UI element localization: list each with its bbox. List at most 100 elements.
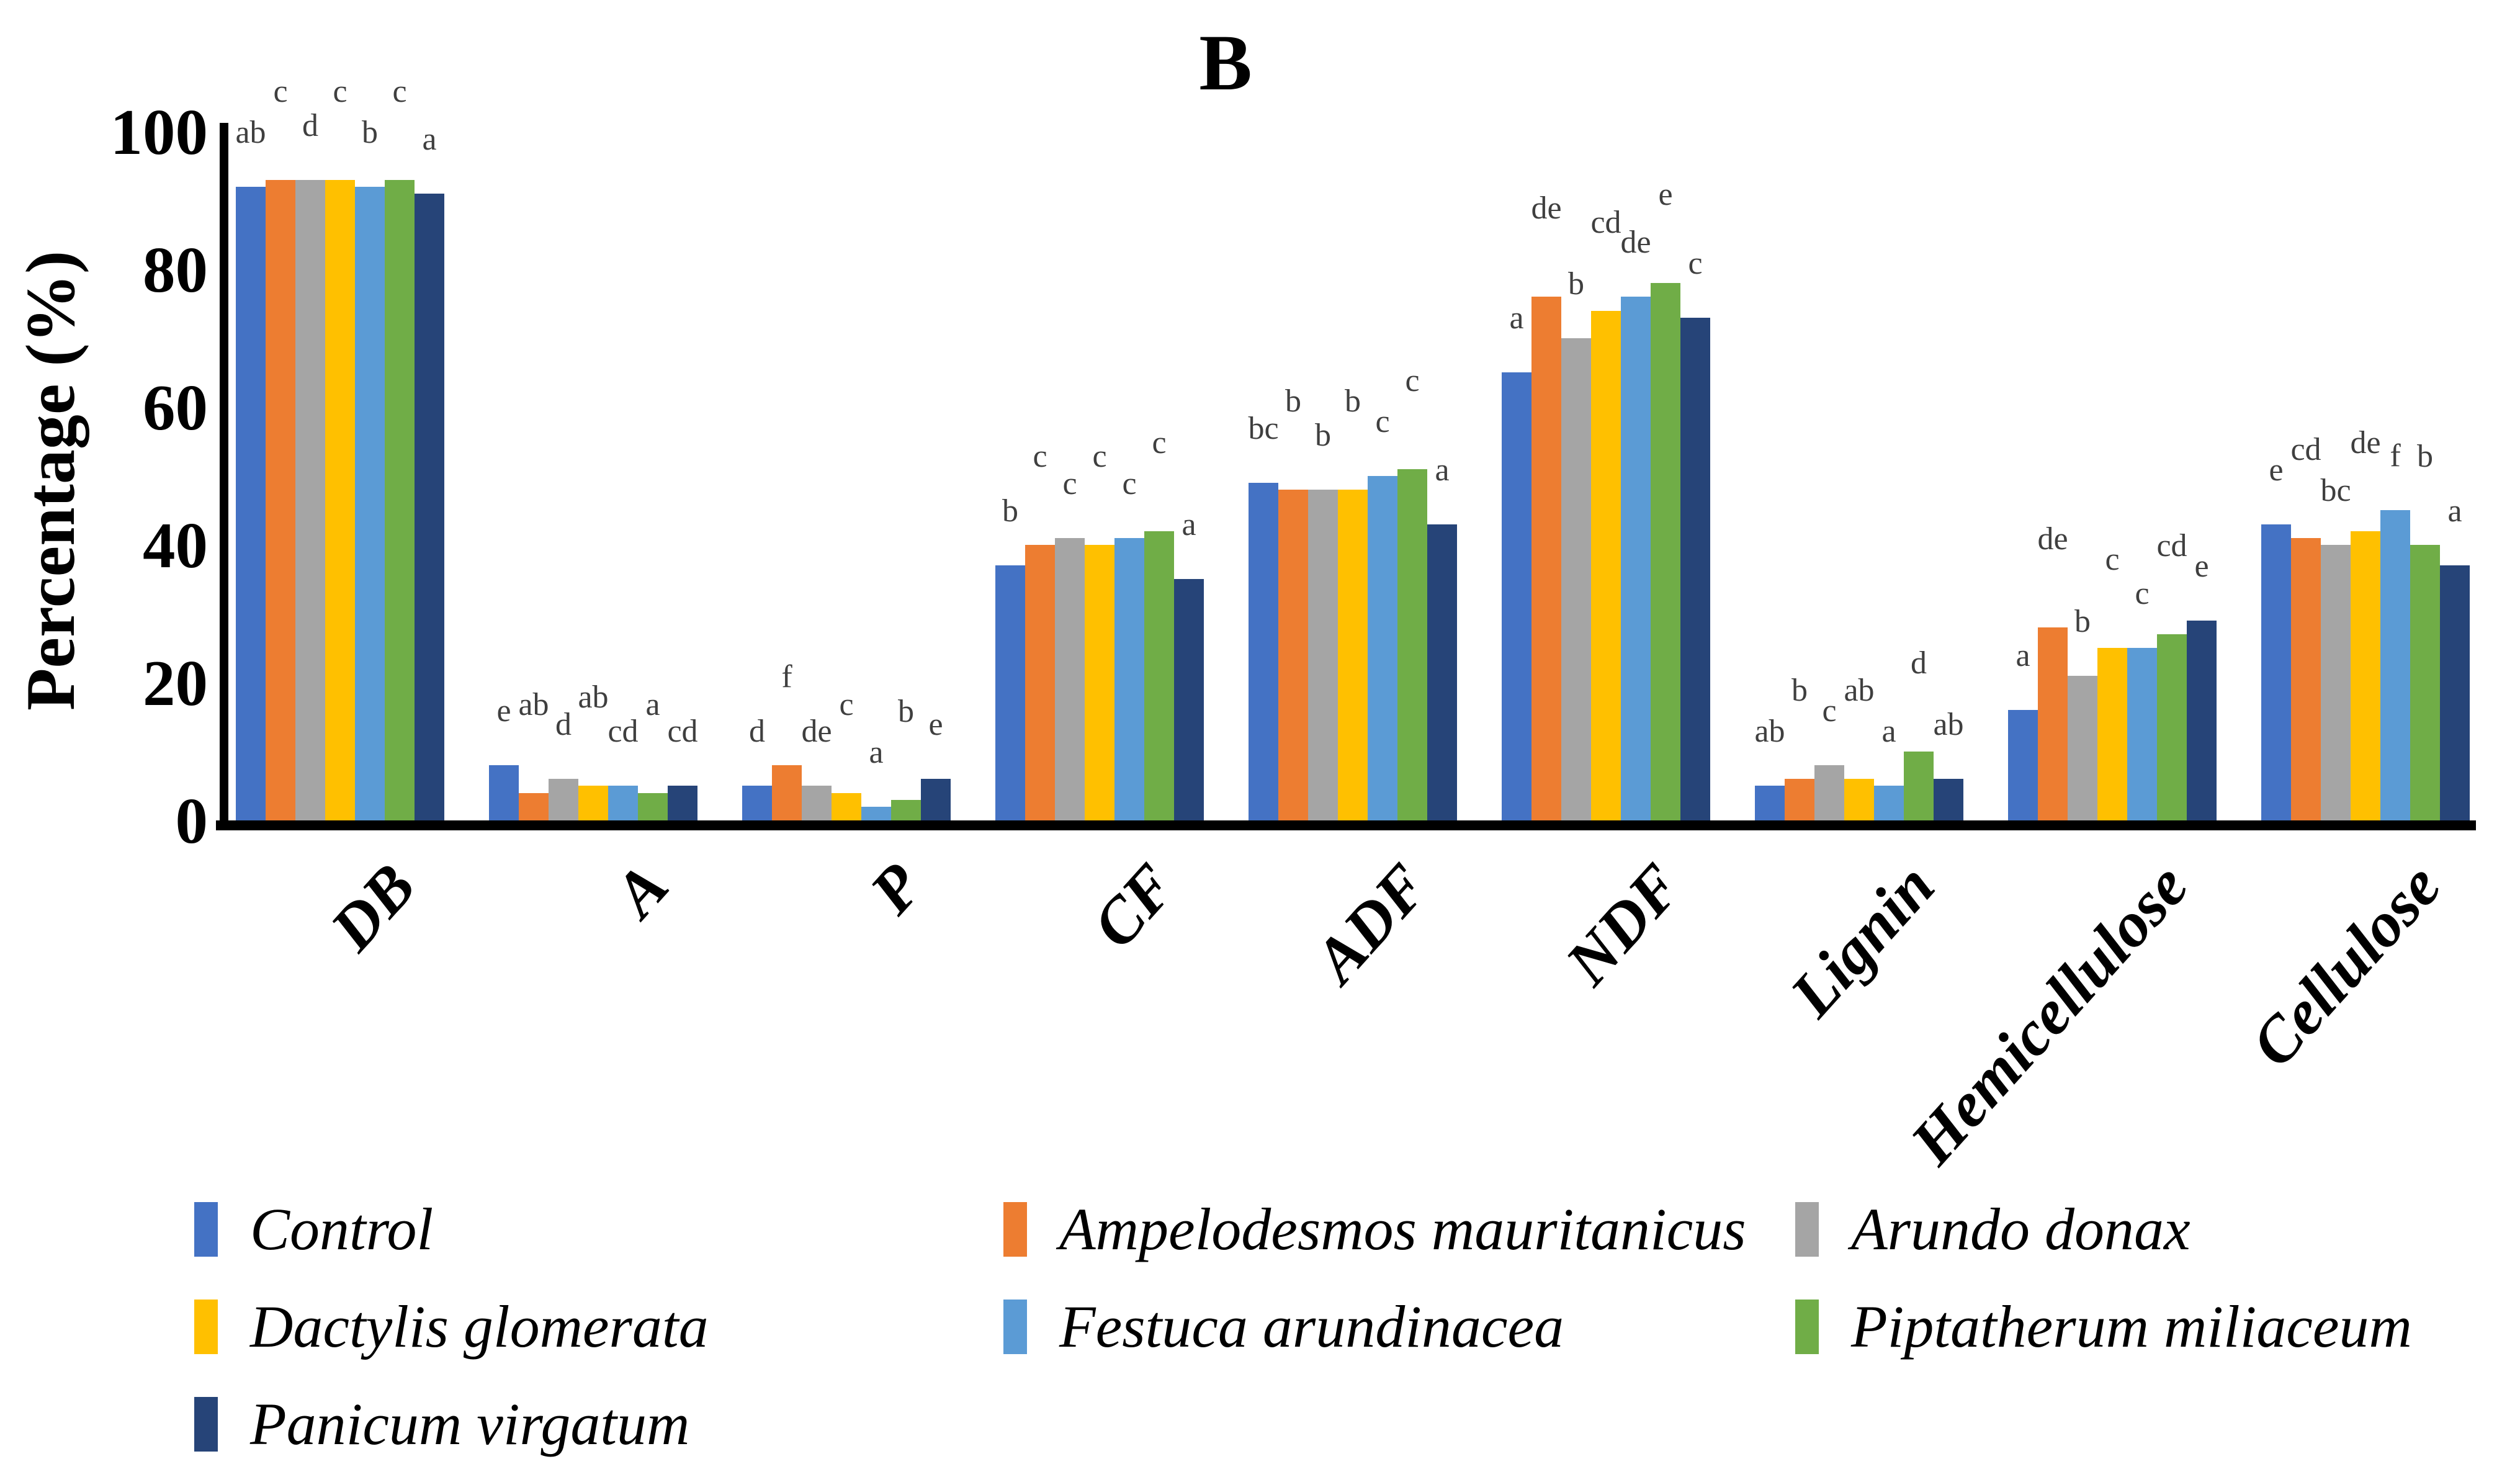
legend-swatch-icon (1795, 1202, 1819, 1257)
y-tick-80: 80 (143, 233, 208, 306)
bar-panicum-virgatum-cellulose (2440, 565, 2470, 820)
legend-label: Piptatherum miliaceum (1851, 1293, 2412, 1360)
bar-ampelodesmos-mauritanicus-a (519, 793, 549, 820)
legend-label: Arundo donax (1851, 1196, 2190, 1262)
sig-letter-lignin-7: ab (1933, 707, 1964, 742)
sig-letter-p-6: b (898, 694, 914, 729)
bar-control-hemicellulose (2008, 710, 2038, 820)
legend-item-piptatherum-miliaceum: Piptatherum miliaceum (1795, 1292, 2412, 1362)
sig-letter-hemicellulose-3: b (2074, 604, 2091, 639)
bar-control-ndf (1502, 372, 1531, 820)
x-label-a: A (601, 850, 683, 930)
sig-letter-db-5: b (362, 115, 378, 150)
sig-letter-p-5: a (869, 735, 884, 770)
x-label-cellulose: Cellulose (2238, 850, 2455, 1080)
bar-dactylis-glomerata-ndf (1591, 311, 1621, 820)
x-label-ndf: NDF (1551, 850, 1695, 999)
bar-ampelodesmos-mauritanicus-hemicellulose (2038, 627, 2068, 820)
sig-letter-ndf-3: b (1568, 266, 1584, 302)
bar-piptatherum-miliaceum-ndf (1651, 283, 1680, 820)
legend-label: Ampelodesmos mauritanicus (1059, 1196, 1746, 1262)
bar-panicum-virgatum-hemicellulose (2187, 621, 2217, 820)
bar-piptatherum-miliaceum-cellulose (2410, 545, 2440, 820)
sig-letter-cellulose-7: a (2447, 493, 2462, 529)
sig-letter-lignin-1: ab (1754, 714, 1785, 749)
bar-arundo-donax-p (802, 786, 832, 820)
sig-letter-cf-6: c (1152, 425, 1167, 460)
legend-swatch-icon (1003, 1300, 1027, 1354)
bar-ampelodesmos-mauritanicus-cellulose (2291, 538, 2321, 820)
sig-letter-lignin-5: a (1881, 714, 1896, 749)
sig-letter-cf-7: a (1182, 507, 1196, 542)
y-axis-line (220, 123, 228, 830)
bar-festuca-arundinacea-cf (1114, 538, 1144, 820)
y-tick-40: 40 (143, 509, 208, 581)
bar-piptatherum-miliaceum-p (891, 800, 921, 820)
legend-swatch-icon (1795, 1300, 1819, 1354)
bar-piptatherum-miliaceum-hemicellulose (2157, 634, 2187, 820)
sig-letter-lignin-4: ab (1844, 673, 1875, 708)
bar-dactylis-glomerata-db (325, 180, 355, 820)
bar-piptatherum-miliaceum-a (638, 793, 668, 820)
bar-arundo-donax-ndf (1561, 338, 1591, 820)
sig-letter-a-1: e (496, 693, 511, 729)
sig-letter-a-2: ab (518, 687, 549, 722)
bar-panicum-virgatum-db (415, 194, 444, 820)
bar-arundo-donax-a (549, 779, 578, 820)
sig-letter-cf-5: c (1122, 466, 1137, 501)
sig-letter-cellulose-1: e (2269, 452, 2284, 488)
sig-letter-ndf-2: de (1531, 191, 1562, 226)
bar-ampelodesmos-mauritanicus-p (772, 765, 802, 820)
sig-letter-cf-1: b (1002, 493, 1018, 529)
bar-control-lignin (1755, 786, 1785, 820)
sig-letter-db-7: a (422, 122, 437, 157)
sig-letter-cellulose-6: b (2417, 439, 2433, 474)
sig-letter-p-3: de (801, 714, 832, 749)
sig-letter-cf-2: c (1033, 439, 1047, 474)
bar-festuca-arundinacea-hemicellulose (2127, 648, 2157, 820)
x-label-cf: CF (1078, 850, 1189, 962)
sig-letter-adf-5: c (1375, 404, 1390, 439)
bar-arundo-donax-cf (1055, 538, 1085, 820)
bar-dactylis-glomerata-adf (1338, 490, 1368, 820)
figure-title: B (1199, 19, 1252, 107)
y-tick-60: 60 (143, 371, 208, 444)
bar-control-p (742, 786, 772, 820)
x-label-lignin: Lignin (1776, 850, 1948, 1030)
bar-arundo-donax-lignin (1814, 765, 1844, 820)
bar-control-cf (995, 565, 1025, 820)
sig-letter-p-1: d (749, 714, 765, 749)
sig-letter-hemicellulose-6: cd (2156, 528, 2187, 563)
bar-dactylis-glomerata-hemicellulose (2097, 648, 2127, 820)
bar-festuca-arundinacea-a (608, 786, 638, 820)
legend-label: Festuca arundinacea (1059, 1293, 1564, 1360)
bar-panicum-virgatum-cf (1174, 579, 1204, 820)
y-tick-0: 0 (175, 784, 209, 857)
bar-festuca-arundinacea-p (861, 807, 891, 820)
sig-letter-hemicellulose-2: de (2037, 521, 2068, 557)
sig-letter-hemicellulose-5: c (2135, 576, 2150, 611)
bar-control-cellulose (2261, 524, 2291, 820)
sig-letter-cellulose-2: cd (2290, 432, 2321, 467)
bar-arundo-donax-db (295, 180, 325, 820)
sig-letter-adf-2: b (1285, 384, 1301, 419)
legend-item-control: Control (194, 1195, 433, 1264)
legend-swatch-icon (1003, 1202, 1027, 1257)
x-axis-line (216, 820, 2476, 830)
bar-control-a (489, 765, 519, 820)
legend-swatch-icon (194, 1202, 218, 1257)
sig-letter-adf-7: a (1435, 452, 1450, 488)
sig-letter-a-3: d (555, 707, 572, 742)
bar-ampelodesmos-mauritanicus-cf (1025, 545, 1055, 820)
sig-letter-ndf-5: de (1620, 225, 1651, 260)
sig-letter-adf-4: b (1345, 384, 1361, 419)
sig-letter-lignin-2: b (1791, 673, 1808, 708)
bar-festuca-arundinacea-adf (1368, 476, 1397, 820)
bar-festuca-arundinacea-lignin (1874, 786, 1904, 820)
y-tick-100: 100 (110, 96, 209, 168)
bar-panicum-virgatum-adf (1427, 524, 1457, 820)
bar-piptatherum-miliaceum-lignin (1904, 752, 1934, 820)
sig-letter-adf-3: b (1315, 418, 1331, 453)
bar-ampelodesmos-mauritanicus-adf (1278, 490, 1308, 820)
y-axis-title: Percentage (%) (12, 250, 89, 711)
